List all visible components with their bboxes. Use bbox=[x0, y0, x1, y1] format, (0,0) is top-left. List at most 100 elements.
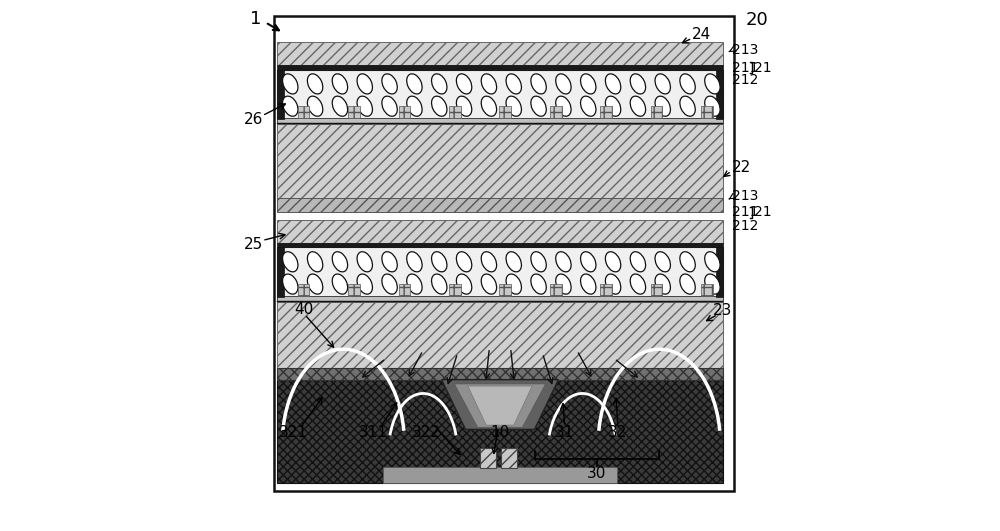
Bar bbox=[716, 70, 723, 119]
Ellipse shape bbox=[332, 96, 348, 116]
Bar bbox=[348, 107, 360, 118]
Ellipse shape bbox=[456, 74, 472, 94]
Text: 22: 22 bbox=[732, 160, 751, 175]
Ellipse shape bbox=[307, 252, 323, 272]
Ellipse shape bbox=[332, 74, 348, 94]
Ellipse shape bbox=[705, 274, 720, 294]
Bar bbox=[399, 285, 410, 296]
Bar bbox=[499, 107, 511, 118]
Ellipse shape bbox=[283, 96, 298, 116]
Text: 31: 31 bbox=[555, 425, 574, 440]
Text: 21: 21 bbox=[754, 205, 771, 219]
Ellipse shape bbox=[531, 252, 546, 272]
Text: 26: 26 bbox=[243, 112, 263, 127]
Ellipse shape bbox=[581, 74, 596, 94]
Ellipse shape bbox=[630, 74, 646, 94]
Ellipse shape bbox=[432, 274, 447, 294]
Text: 211: 211 bbox=[732, 205, 758, 219]
Ellipse shape bbox=[655, 96, 670, 116]
Text: 212: 212 bbox=[732, 73, 758, 87]
Bar bbox=[277, 302, 723, 380]
Ellipse shape bbox=[283, 252, 298, 272]
Ellipse shape bbox=[456, 274, 472, 294]
Text: 213: 213 bbox=[732, 44, 758, 57]
Polygon shape bbox=[454, 384, 546, 427]
Ellipse shape bbox=[655, 252, 670, 272]
Bar bbox=[277, 247, 723, 297]
Text: 212: 212 bbox=[732, 219, 758, 233]
Bar bbox=[277, 123, 723, 124]
Bar bbox=[277, 220, 723, 243]
Ellipse shape bbox=[357, 96, 372, 116]
Ellipse shape bbox=[432, 252, 447, 272]
Bar bbox=[701, 285, 713, 296]
Bar bbox=[480, 448, 496, 468]
Bar bbox=[550, 285, 562, 296]
Bar bbox=[449, 285, 461, 296]
Ellipse shape bbox=[581, 96, 596, 116]
Ellipse shape bbox=[382, 274, 397, 294]
Text: 1: 1 bbox=[250, 10, 261, 28]
Bar bbox=[277, 380, 723, 483]
Ellipse shape bbox=[556, 74, 571, 94]
Ellipse shape bbox=[581, 274, 596, 294]
Ellipse shape bbox=[581, 252, 596, 272]
Ellipse shape bbox=[456, 252, 472, 272]
Text: 30: 30 bbox=[587, 466, 607, 481]
Ellipse shape bbox=[630, 96, 646, 116]
Bar bbox=[383, 467, 617, 483]
Bar bbox=[277, 118, 723, 124]
Ellipse shape bbox=[357, 252, 372, 272]
Ellipse shape bbox=[556, 274, 571, 294]
Ellipse shape bbox=[407, 274, 422, 294]
Ellipse shape bbox=[630, 274, 646, 294]
Ellipse shape bbox=[506, 252, 521, 272]
Bar bbox=[499, 285, 511, 296]
Ellipse shape bbox=[556, 252, 571, 272]
Ellipse shape bbox=[680, 74, 695, 94]
Ellipse shape bbox=[407, 252, 422, 272]
Ellipse shape bbox=[307, 96, 323, 116]
Ellipse shape bbox=[432, 74, 447, 94]
Text: 20: 20 bbox=[746, 11, 769, 29]
Bar bbox=[277, 243, 723, 247]
Text: 23: 23 bbox=[712, 303, 732, 318]
Bar bbox=[651, 107, 662, 118]
Ellipse shape bbox=[407, 74, 422, 94]
Bar bbox=[277, 70, 284, 119]
Text: 32: 32 bbox=[608, 425, 628, 440]
Ellipse shape bbox=[531, 96, 546, 116]
Ellipse shape bbox=[705, 96, 720, 116]
Ellipse shape bbox=[605, 274, 621, 294]
Bar bbox=[701, 107, 713, 118]
Ellipse shape bbox=[407, 96, 422, 116]
Ellipse shape bbox=[456, 96, 472, 116]
Bar bbox=[550, 107, 562, 118]
Ellipse shape bbox=[332, 274, 348, 294]
Bar bbox=[277, 296, 723, 302]
Ellipse shape bbox=[357, 74, 372, 94]
Ellipse shape bbox=[432, 96, 447, 116]
Ellipse shape bbox=[506, 96, 521, 116]
Ellipse shape bbox=[680, 274, 695, 294]
Ellipse shape bbox=[655, 74, 670, 94]
Ellipse shape bbox=[307, 74, 323, 94]
Bar bbox=[277, 198, 723, 212]
Bar bbox=[277, 247, 284, 297]
Bar bbox=[298, 107, 309, 118]
Polygon shape bbox=[468, 386, 532, 425]
Bar bbox=[399, 107, 410, 118]
Polygon shape bbox=[442, 380, 558, 430]
Bar bbox=[449, 107, 461, 118]
Text: 321: 321 bbox=[278, 425, 307, 440]
Ellipse shape bbox=[655, 274, 670, 294]
Ellipse shape bbox=[506, 74, 521, 94]
Bar bbox=[274, 16, 734, 491]
Text: 211: 211 bbox=[732, 61, 758, 75]
Ellipse shape bbox=[283, 274, 298, 294]
Text: 21: 21 bbox=[754, 61, 771, 75]
Ellipse shape bbox=[382, 96, 397, 116]
Ellipse shape bbox=[680, 96, 695, 116]
Ellipse shape bbox=[481, 274, 497, 294]
Ellipse shape bbox=[307, 274, 323, 294]
